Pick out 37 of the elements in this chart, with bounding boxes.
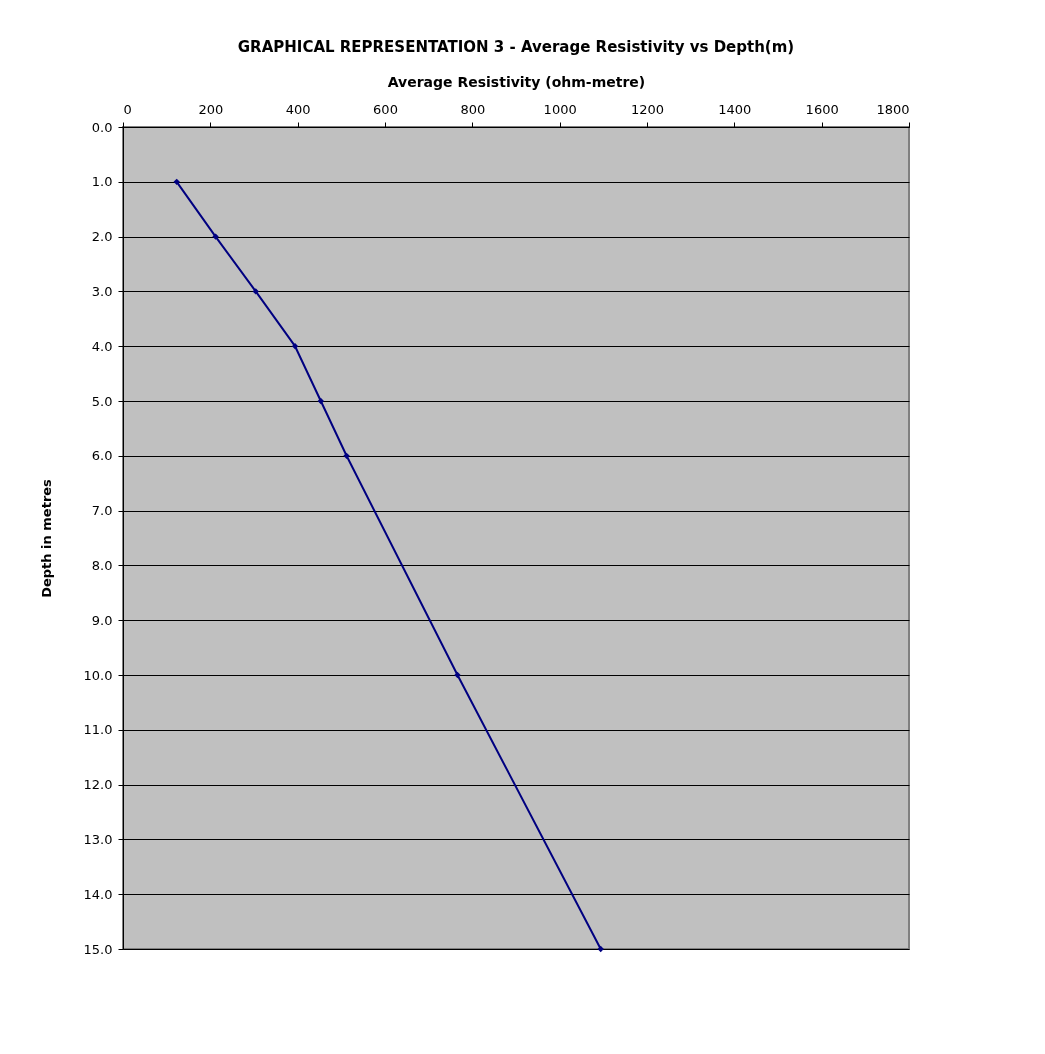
- y-tick-label: 9.0: [91, 612, 113, 628]
- point: [291, 343, 299, 350]
- y-tick-label: 6.0: [91, 448, 113, 464]
- point: [317, 397, 324, 405]
- y-tick-label: 11.0: [83, 722, 113, 738]
- x-tick-label: 1800: [876, 101, 910, 117]
- point: [212, 233, 219, 240]
- x-tick-label: 1600: [805, 101, 839, 117]
- y-axis-title: Depth in metres: [38, 478, 54, 598]
- x-tick-label: 400: [285, 101, 311, 117]
- x-tick-label: 600: [373, 101, 398, 117]
- point: [454, 671, 461, 679]
- chart-title: GRAPHICAL REPRESENTATION 3 - Average Resistivity vs Depth(m): [237, 38, 795, 56]
- y-tick-label: 0.0: [91, 119, 113, 135]
- y-tick-label: 8.0: [91, 557, 113, 573]
- point: [173, 178, 180, 185]
- y-tick-label: 4.0: [91, 338, 113, 354]
- y-tick-label: 10.0: [83, 667, 113, 683]
- y-tick-label: 13.0: [83, 831, 113, 847]
- x-tick-label: 800: [460, 101, 486, 117]
- x-tick-label: 200: [198, 101, 224, 117]
- x-axis-title: Average Resistivity (ohm-metre): [387, 73, 646, 90]
- y-tick-label: 2.0: [91, 229, 113, 245]
- y-tick-label: 14.0: [83, 886, 113, 902]
- y-tick-label: 5.0: [91, 393, 113, 409]
- x-tick-label: 1200: [630, 101, 665, 117]
- y-tick-label: 3.0: [91, 283, 113, 299]
- y-tick-label: 1.0: [91, 174, 113, 190]
- x-tick-label: 1000: [543, 101, 577, 117]
- y-tick-label: 12.0: [83, 777, 113, 793]
- x-tick-label: 1400: [718, 101, 752, 117]
- y-tick-label: 15.0: [83, 941, 113, 957]
- point: [343, 452, 350, 459]
- point: [597, 945, 604, 953]
- x-tick-label: 0: [123, 101, 132, 117]
- point: [252, 288, 259, 295]
- y-tick-label: 7.0: [91, 503, 113, 519]
